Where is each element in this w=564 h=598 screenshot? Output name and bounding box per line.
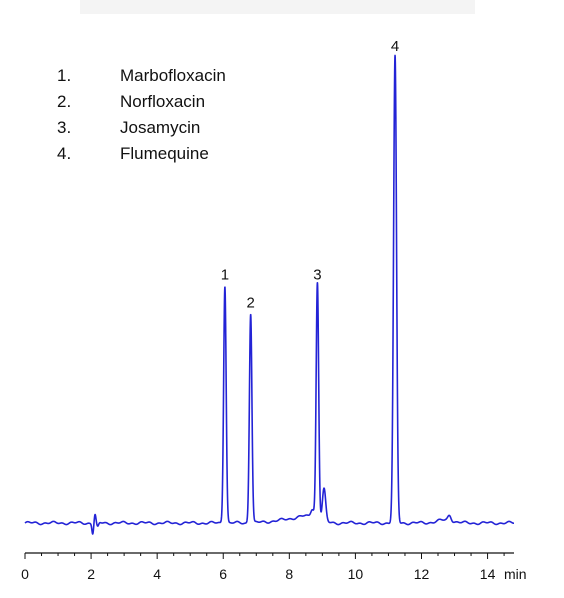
legend-number: 1. xyxy=(57,66,71,85)
legend-number: 2. xyxy=(57,92,71,111)
x-tick-label: 12 xyxy=(414,566,430,582)
x-ticks: 0 2 4 6 8 10 12 14 xyxy=(21,553,505,582)
legend-compound-name: Josamycin xyxy=(120,118,200,137)
legend-compound-name: Marbofloxacin xyxy=(120,66,226,85)
peak-labels: 1 2 3 4 xyxy=(221,38,400,311)
x-tick-label: 14 xyxy=(480,566,496,582)
x-tick-label: 2 xyxy=(87,566,95,582)
legend-compound-name: Flumequine xyxy=(120,144,209,163)
x-tick-label: 6 xyxy=(219,566,227,582)
chromatogram-trace xyxy=(24,54,515,535)
peak-label-4: 4 xyxy=(391,38,399,55)
legend-number: 4. xyxy=(57,144,71,163)
peak-label-2: 2 xyxy=(247,294,255,311)
legend-number: 3. xyxy=(57,118,71,137)
top-band xyxy=(80,0,475,14)
x-tick-label: 8 xyxy=(285,566,293,582)
peak-label-1: 1 xyxy=(221,266,229,283)
x-tick-label: 0 xyxy=(21,566,29,582)
legend: 1. Marbofloxacin 2. Norfloxacin 3. Josamycin 4… xyxy=(57,66,226,163)
peak-label-3: 3 xyxy=(313,266,321,283)
x-tick-label: 4 xyxy=(153,566,161,582)
legend-compound-name: Norfloxacin xyxy=(120,92,205,111)
x-tick-label: 10 xyxy=(348,566,364,582)
x-axis-unit-label: min xyxy=(504,566,527,582)
